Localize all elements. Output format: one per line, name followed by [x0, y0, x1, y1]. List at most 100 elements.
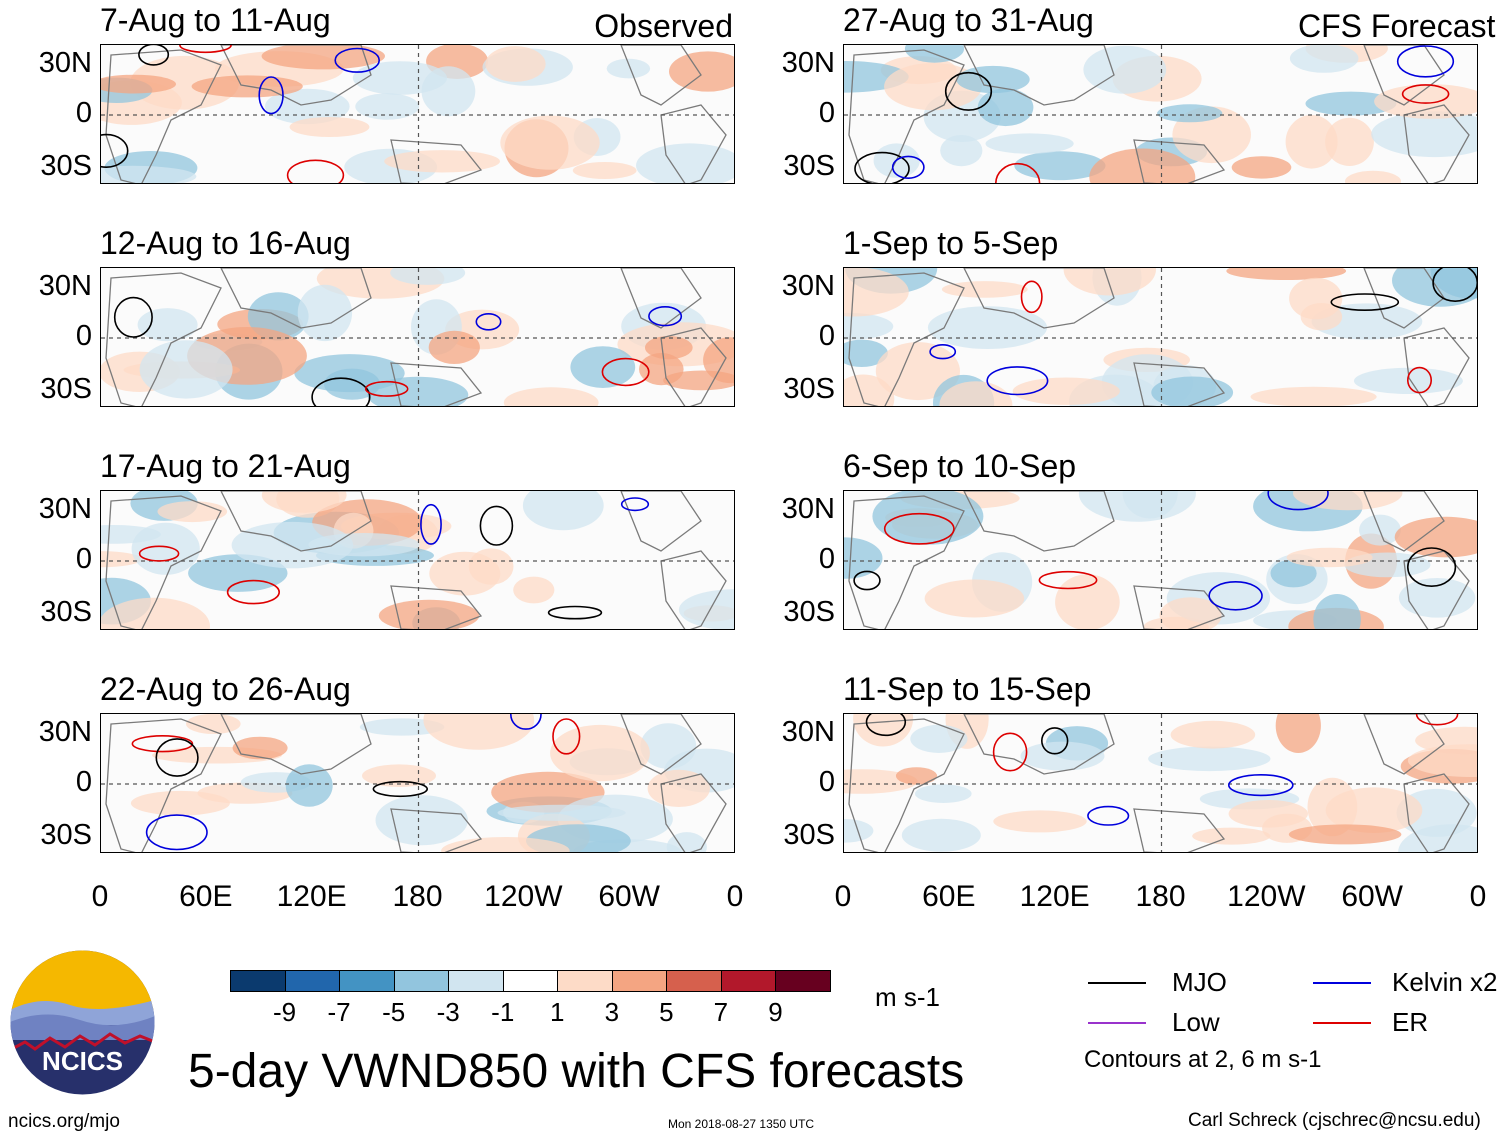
anomaly-shading: [130, 790, 230, 816]
colorbar-label: 5: [659, 997, 674, 1027]
anomaly-shading: [513, 576, 555, 604]
wave-contour: [992, 732, 1028, 772]
anomaly-shading: [352, 61, 447, 95]
ncics-logo: NCICS: [10, 950, 155, 1095]
colorbar-cell: [502, 970, 559, 992]
xtick-label: 0: [91, 880, 109, 913]
map-panel-left-3: [100, 490, 735, 630]
panel-tag-right: CFS Forecast: [1298, 8, 1496, 44]
coastline: [105, 495, 222, 629]
ytick-label: 30N: [38, 492, 92, 525]
xtick-label: 0: [1469, 880, 1487, 913]
coastline: [220, 268, 372, 329]
anomaly-shading: [522, 491, 604, 531]
coastline: [220, 714, 372, 775]
ytick-label: 0: [75, 97, 92, 129]
anomaly-shading: [647, 769, 710, 807]
coastline: [963, 714, 1115, 775]
map-panel-field: [101, 268, 734, 406]
anomaly-shading: [285, 764, 333, 807]
map-panel-right-2: [843, 267, 1478, 407]
coastline: [1403, 773, 1470, 852]
ytick-label: 0: [75, 320, 92, 352]
wave-contour: [1087, 805, 1130, 826]
anomaly-shading: [261, 45, 385, 70]
colorbar-cell: [666, 970, 722, 992]
coastline: [1403, 327, 1470, 406]
map-panel-field: [101, 491, 734, 629]
ytick-label: 30N: [38, 269, 92, 302]
colorbar-cell: [339, 970, 395, 992]
legend-er-label: ER: [1392, 1007, 1429, 1037]
coastline: [1363, 45, 1445, 106]
anomaly-shading: [1148, 746, 1271, 772]
anomaly-shading: [1159, 597, 1222, 629]
wave-contour: [620, 497, 650, 512]
wave-contour: [131, 735, 194, 753]
colorbar-label: -7: [327, 997, 351, 1027]
xtick-label: 60W: [598, 880, 660, 913]
anomaly-shading: [977, 88, 1034, 127]
anomaly-shading: [101, 597, 210, 629]
legend-kelvin-line: [1313, 982, 1371, 984]
colorbar-label: -5: [382, 997, 406, 1027]
panel-title-right-2: 1-Sep to 5-Sep: [843, 225, 1059, 261]
anomaly-shading: [669, 51, 734, 92]
anomaly-shading: [1055, 574, 1120, 629]
ytick-label: 30N: [781, 492, 835, 525]
colorbar-label: -3: [436, 997, 460, 1027]
anomaly-shading: [375, 795, 468, 846]
anomaly-shading: [1430, 268, 1477, 299]
anomaly-shading: [844, 819, 874, 843]
anomaly-shading: [956, 65, 1030, 94]
map-panel-left-4: [100, 713, 735, 853]
wave-contour: [552, 718, 581, 755]
footer-url[interactable]: ncics.org/mjo: [8, 1111, 120, 1132]
colorbar-units: m s-1: [875, 982, 940, 1012]
anomaly-shading: [423, 714, 535, 750]
anomaly-shading: [550, 724, 650, 782]
map-panel-left-1: [100, 44, 735, 184]
ytick-label: 0: [75, 543, 92, 575]
anomaly-shading: [101, 165, 197, 183]
anomaly-shading: [1170, 720, 1256, 749]
colorbar-cell: [775, 970, 831, 992]
anomaly-shading: [130, 55, 240, 110]
wave-contour: [286, 159, 345, 183]
xtick-label: 120W: [1227, 880, 1306, 913]
wave-contour: [113, 296, 153, 338]
anomaly-shading: [941, 281, 1028, 298]
ytick-label: 0: [75, 766, 92, 798]
wave-contour: [648, 306, 683, 327]
panel-title-right-3: 6-Sep to 10-Sep: [843, 448, 1077, 484]
anomaly-shading: [910, 724, 968, 753]
legend-mjo-line: [1088, 982, 1146, 984]
wave-contour: [1041, 727, 1069, 755]
anomaly-shading: [1374, 84, 1477, 119]
anomaly-shading: [1012, 377, 1120, 405]
colorbar-cell: [557, 970, 613, 992]
coastline: [963, 45, 1115, 106]
anomaly-shading: [1270, 559, 1317, 588]
coastline: [1403, 104, 1470, 183]
wave-contour: [986, 366, 1049, 396]
wave-contour: [1020, 280, 1043, 314]
colorbar-label: 9: [768, 997, 783, 1027]
coastline: [1133, 585, 1226, 629]
wave-contour: [1406, 366, 1432, 394]
wave-contour: [145, 814, 208, 851]
coastline: [620, 45, 702, 106]
legend-er-line: [1313, 1022, 1371, 1024]
wave-contour: [865, 714, 907, 737]
map-panel-field: [101, 45, 734, 183]
ncics-logo-text: NCICS: [42, 1046, 123, 1076]
anomaly-shading: [1157, 104, 1223, 123]
anomaly-shading: [915, 784, 972, 803]
wave-contour: [547, 605, 603, 620]
wave-contour: [854, 151, 910, 183]
ytick-label: 30N: [781, 715, 835, 748]
xtick-label: 60E: [179, 880, 233, 913]
map-panel-field: [844, 45, 1477, 183]
coastline: [660, 104, 727, 183]
xtick-label: 180: [1135, 880, 1186, 913]
